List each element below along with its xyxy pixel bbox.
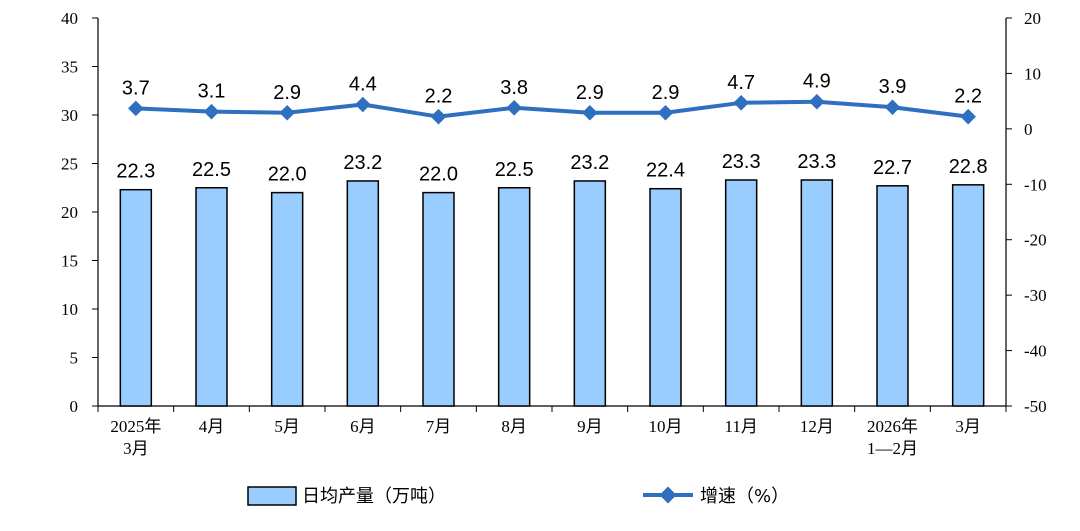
bar-value-label: 22.3: [116, 161, 155, 183]
bar: [951, 184, 985, 407]
y-left-tick-label: 5: [70, 349, 79, 368]
bar: [800, 179, 834, 407]
bar-value-label: 22.7: [873, 157, 912, 179]
y-left-tick-label: 20: [61, 203, 78, 222]
bar: [573, 180, 607, 407]
line-value-label: 4.9: [803, 71, 831, 93]
bar: [497, 187, 531, 407]
x-tick-label: 6月: [350, 417, 376, 436]
y-left-tick-label: 25: [61, 155, 78, 174]
line-point-marker: [279, 105, 295, 121]
bar: [119, 188, 153, 407]
line-point-marker: [884, 99, 901, 116]
x-tick-label: 2026年: [867, 417, 918, 436]
line-value-label: 2.9: [576, 82, 604, 104]
line-series: [128, 93, 976, 125]
line-value-label: 2.2: [954, 86, 982, 108]
line-point-marker: [355, 96, 371, 113]
line-value-label: 4.7: [727, 72, 755, 94]
line-value-label: 2.9: [652, 82, 680, 104]
y-left-tick-label: 35: [61, 58, 78, 77]
x-tick-label: 11月: [724, 417, 757, 436]
line-point-marker: [430, 108, 447, 125]
y-right-tick-label: -50: [1024, 397, 1047, 416]
bar: [649, 187, 682, 407]
legend-line-marker: [659, 486, 677, 504]
line-value-label: 2.9: [273, 82, 301, 104]
bar-value-label: 22.5: [192, 159, 231, 181]
data-labels: 22.3 22.5 22.0 23.2 22.0 22.5 23.2 22.4 23.3 23.3…: [116, 71, 987, 186]
line-point-marker: [128, 100, 144, 117]
x-tick-label: 12月: [800, 417, 834, 436]
x-tick-label: 9月: [577, 417, 603, 436]
y-right-tick-label: -30: [1024, 286, 1047, 305]
growth-line: [135, 99, 969, 119]
x-tick-label: 4月: [199, 417, 225, 436]
bar: [270, 191, 304, 407]
line-value-label: 2.2: [425, 86, 453, 108]
bar-value-label: 22.5: [495, 159, 534, 181]
bar-value-label: 23.2: [343, 152, 382, 174]
y-left-tick-label: 30: [61, 106, 78, 125]
y-right-tick-label: -40: [1024, 342, 1047, 361]
bar-series: [119, 179, 985, 407]
legend-line-label: 增速（%）: [700, 486, 789, 507]
y-left-tick-label: 10: [61, 300, 78, 319]
y-right-tick-label: 20: [1024, 9, 1041, 28]
line-value-label: 3.9: [879, 76, 907, 98]
bar-value-label: 23.3: [797, 151, 836, 173]
line-value-label: 3.8: [500, 77, 528, 99]
y-right-tick-label: -20: [1024, 231, 1047, 250]
x-tick-label: 3月: [123, 439, 149, 458]
x-tick-label: 7月: [426, 417, 452, 436]
y-right-tick-label: 10: [1024, 64, 1041, 83]
line-value-label: 4.4: [349, 73, 377, 95]
line-point-marker: [203, 103, 220, 120]
line-value-label: 3.7: [122, 77, 150, 99]
bar: [195, 187, 228, 407]
x-tick-label: 10月: [649, 417, 683, 436]
line-point-marker: [582, 105, 598, 121]
line-point-marker: [733, 95, 749, 111]
bar: [422, 191, 455, 407]
bar: [346, 180, 380, 407]
bar-value-label: 23.3: [722, 151, 761, 173]
line-point-marker: [657, 105, 674, 121]
line-point-marker: [809, 93, 825, 110]
line-value-label: 3.1: [198, 81, 226, 103]
line-point-marker: [960, 108, 976, 125]
line-point-marker: [506, 100, 522, 116]
y-left-tick-label: 0: [70, 397, 79, 416]
axes: 0 5 10 15 20 25 30 35 40 -50 -40 -30 -20 -10 0 10 20 2025…: [61, 9, 1047, 458]
bar-value-label: 22.4: [646, 160, 685, 182]
legend-bar-swatch: [247, 486, 297, 506]
bar-value-label: 22.8: [949, 156, 988, 178]
bar: [876, 185, 909, 407]
bar-value-label: 22.0: [268, 164, 307, 186]
bar-value-label: 22.0: [419, 164, 458, 186]
x-tick-label: 8月: [501, 417, 527, 436]
y-left-tick-label: 40: [61, 9, 78, 28]
x-tick-label: 1—2月: [867, 439, 918, 458]
x-tick-label: 2025年: [110, 417, 161, 436]
legend-bar-label: 日均产量（万吨）: [302, 486, 446, 507]
x-tick-label: 3月: [955, 417, 981, 436]
y-right-tick-label: -10: [1024, 175, 1047, 194]
x-tick-label: 5月: [274, 417, 300, 436]
y-left-tick-label: 15: [61, 252, 78, 271]
y-right-tick-label: 0: [1024, 120, 1033, 139]
bar-value-label: 23.2: [570, 152, 609, 174]
bar: [724, 179, 758, 407]
legend: 日均产量（万吨） 增速（%）: [247, 486, 789, 507]
